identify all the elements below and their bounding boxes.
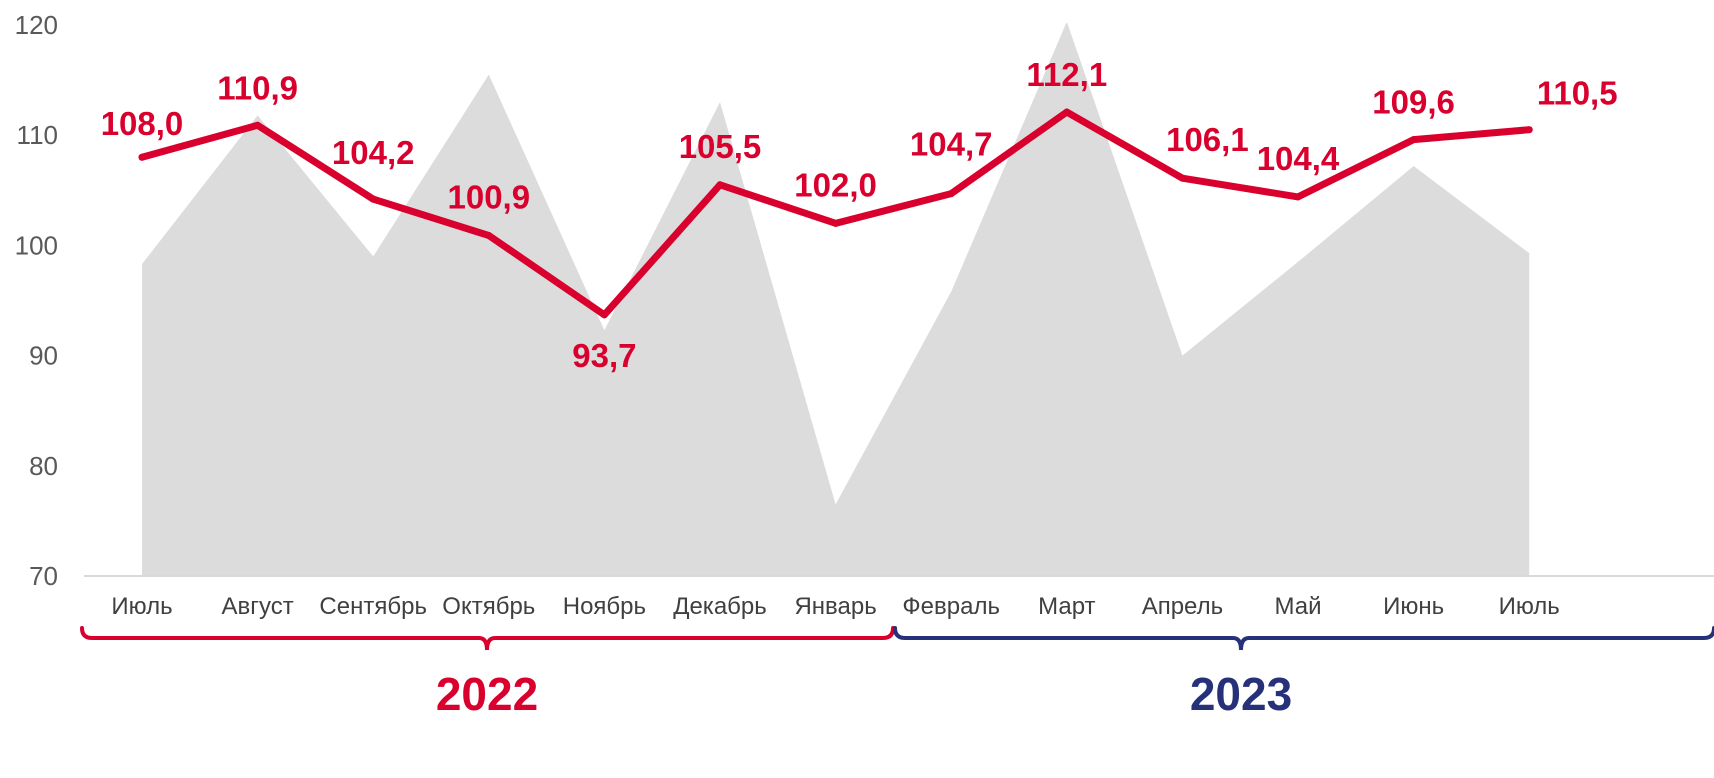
x-category-label: Июнь: [1383, 593, 1444, 620]
data-label: 106,1: [1166, 121, 1249, 158]
x-category-label: Декабрь: [673, 593, 767, 620]
x-category-label: Октябрь: [442, 593, 535, 620]
y-axis-ticks: 70 80 90 100 110 120: [15, 10, 58, 591]
y-tick-label: 70: [29, 561, 58, 591]
x-category-label: Июль: [111, 593, 172, 620]
line-point: [716, 181, 724, 189]
y-tick-label: 80: [29, 451, 58, 481]
y-tick-label: 90: [29, 341, 58, 371]
line-point: [485, 231, 493, 239]
y-tick-label: 100: [15, 230, 58, 260]
data-label: 104,4: [1257, 140, 1340, 177]
data-label: 110,5: [1537, 75, 1618, 112]
x-category-label: Март: [1038, 593, 1095, 620]
year-braces: 2022 2023: [80, 626, 1714, 720]
data-label: 109,6: [1372, 84, 1455, 121]
x-category-label: Январь: [794, 593, 876, 620]
data-label: 108,0: [101, 105, 184, 142]
x-category-label: Май: [1274, 593, 1321, 620]
area-series: [142, 23, 1530, 576]
x-axis-categories: Июль Август Сентябрь Октябрь Ноябрь Декабрь Ян…: [111, 593, 1559, 620]
line-point: [138, 153, 146, 161]
line-point: [369, 195, 377, 203]
x-category-label: Апрель: [1142, 593, 1223, 620]
line-point: [254, 121, 262, 129]
line-point: [1410, 136, 1418, 144]
line-point: [1063, 108, 1071, 116]
y-tick-label: 120: [15, 10, 58, 40]
x-category-label: Июль: [1499, 593, 1560, 620]
data-label: 110,9: [217, 69, 298, 106]
data-label: 112,1: [1026, 56, 1107, 93]
line-point: [947, 190, 955, 198]
year-label: 2023: [1190, 668, 1292, 720]
data-label: 102,0: [794, 166, 877, 203]
line-point: [832, 219, 840, 227]
x-category-label: Август: [221, 593, 293, 620]
x-category-label: Сентябрь: [319, 593, 427, 620]
line-point: [1525, 126, 1533, 134]
line-point: [1294, 193, 1302, 201]
data-label: 93,7: [572, 337, 636, 374]
x-category-label: Ноябрь: [563, 593, 646, 620]
line-point: [600, 311, 608, 319]
data-label: 105,5: [679, 128, 762, 165]
data-label: 104,7: [910, 126, 993, 163]
x-category-label: Февраль: [902, 593, 1000, 620]
data-labels: 108,0 110,9 104,2 100,9 93,7 105,5 102,0 104,7 1…: [101, 56, 1618, 374]
line-point: [1178, 174, 1186, 182]
year-brace: [80, 626, 895, 651]
area-layer: [142, 23, 1530, 576]
data-label: 104,2: [332, 134, 415, 171]
year-brace: [893, 626, 1714, 651]
data-label: 100,9: [448, 178, 531, 215]
line-layer: [138, 108, 1533, 319]
year-label: 2022: [436, 668, 538, 720]
y-tick-label: 110: [17, 120, 58, 150]
